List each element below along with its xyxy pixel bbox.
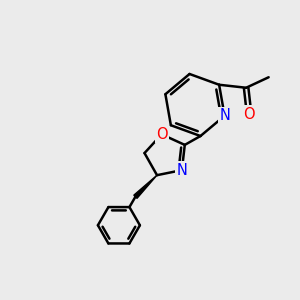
Text: O: O — [243, 107, 255, 122]
Polygon shape — [134, 175, 157, 198]
Text: O: O — [156, 127, 167, 142]
Text: N: N — [176, 163, 187, 178]
Text: N: N — [219, 108, 230, 123]
